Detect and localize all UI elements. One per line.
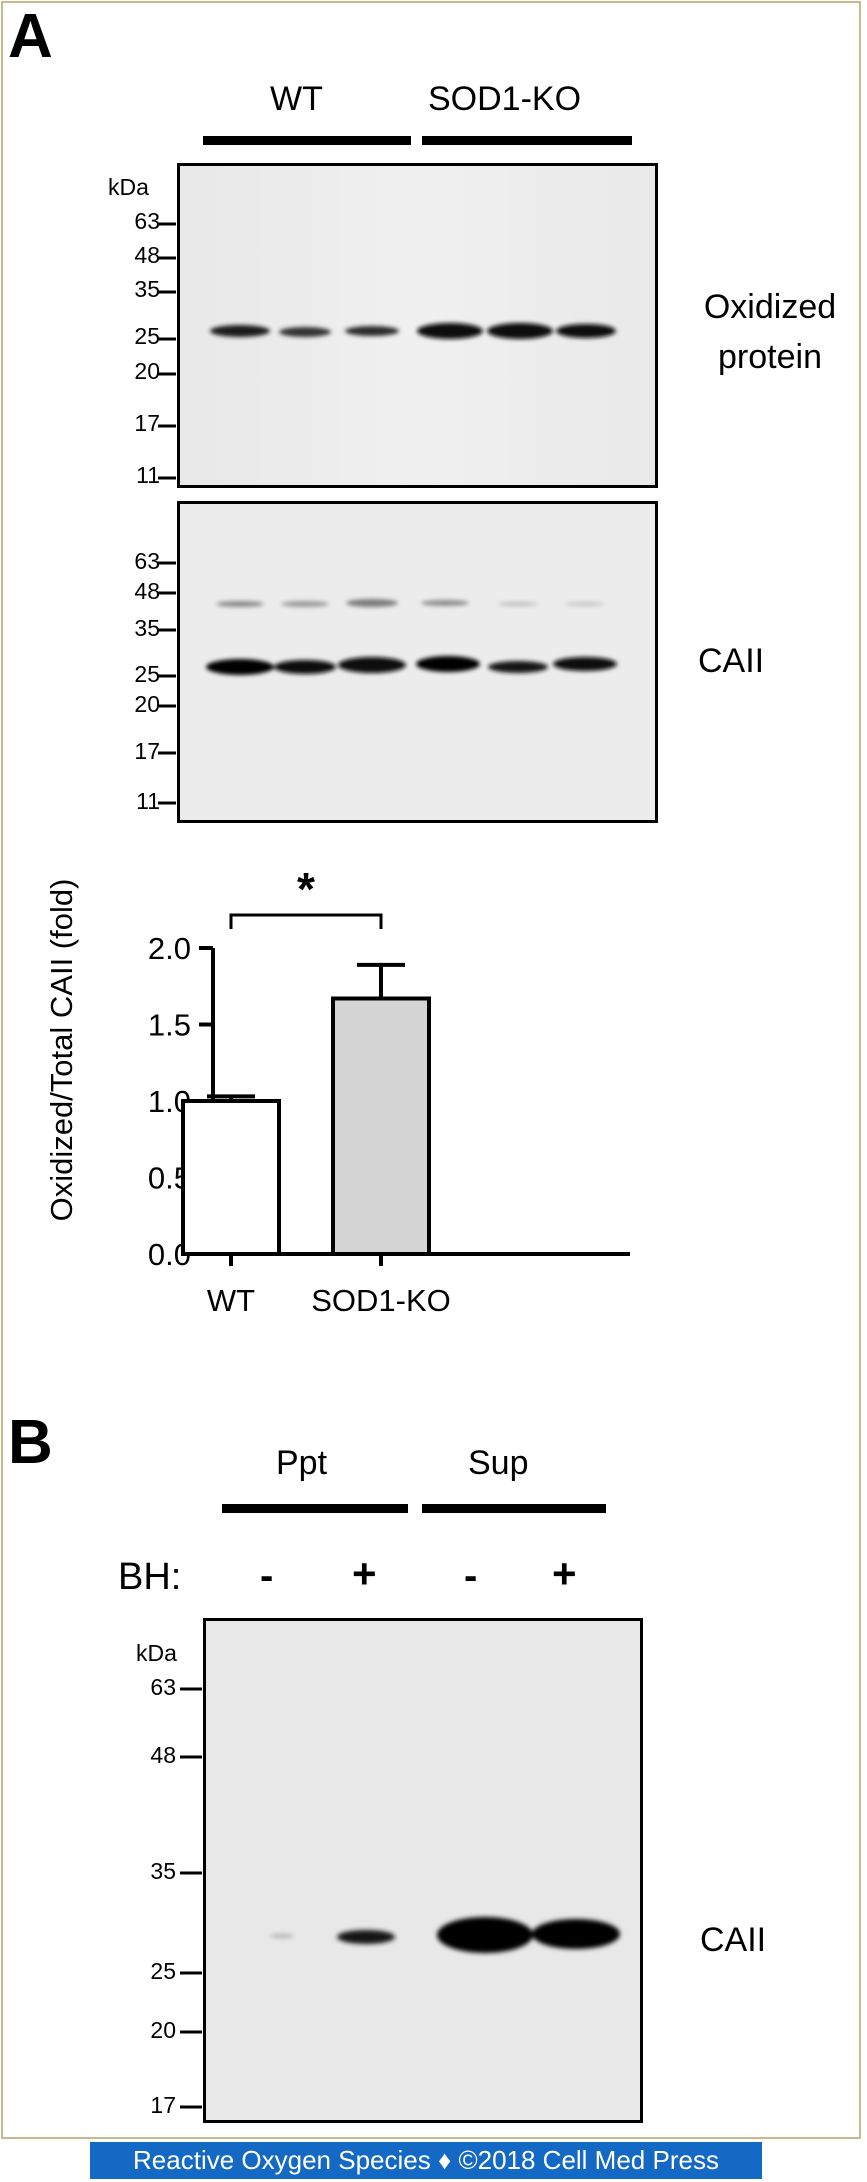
bar-sod1-ko — [331, 996, 431, 1256]
journal-footer: Reactive Oxygen Species ♦ ©2018 Cell Med… — [90, 2142, 762, 2179]
significance-marker: * — [297, 863, 315, 915]
y-axis-label: Oxidized/Total CAII (fold) — [44, 879, 79, 1222]
marker-label: 25 — [134, 323, 160, 349]
marker-label: 48 — [150, 1742, 176, 1768]
treatment-marker: + — [352, 1550, 377, 1597]
marker-label: 25 — [134, 661, 160, 687]
group-label-sup: Sup — [468, 1444, 529, 1482]
marker-label: 25 — [150, 1958, 176, 1984]
panel-b-marker-ticks — [180, 1687, 202, 2109]
panel-b-letter: B — [8, 1408, 53, 1477]
bh-treatment-label: BH: — [118, 1556, 182, 1598]
marker-label: 17 — [150, 2092, 176, 2118]
significance-bracket — [229, 913, 383, 929]
group-label-wt: WT — [270, 80, 323, 118]
marker-label: 17 — [134, 738, 160, 764]
oxidized-protein-blot — [177, 163, 658, 488]
blot2-marker-ticks — [158, 561, 176, 805]
oxidized-protein-bands — [180, 166, 655, 485]
caii-bands — [180, 504, 655, 820]
marker-label: 11 — [136, 788, 160, 814]
figure-frame — [1, 1, 861, 2139]
caii-blot — [177, 501, 658, 823]
treatment-marker: - — [464, 1554, 478, 1598]
kda-label-blot1: kDa — [108, 174, 149, 200]
panel-b-label: CAII — [700, 1921, 767, 1959]
marker-label: 35 — [134, 615, 160, 641]
marker-label: 20 — [134, 691, 160, 717]
blot1-marker-ticks — [158, 222, 176, 480]
kda-label-panel-b: kDa — [136, 1640, 177, 1666]
caii-fraction-blot — [203, 1618, 643, 2123]
marker-label: 20 — [150, 2017, 176, 2043]
marker-label: 11 — [136, 462, 160, 488]
blot1-label-line1: Oxidized — [703, 288, 837, 326]
blot2-label: CAII — [698, 642, 765, 680]
group-bar-sod1-ko — [422, 136, 632, 145]
group-bar-wt — [203, 136, 411, 145]
marker-label: 17 — [134, 410, 160, 436]
marker-label: 48 — [134, 578, 160, 604]
group-label-ppt: Ppt — [276, 1444, 328, 1482]
bar-wt — [181, 1099, 281, 1256]
caii-fraction-bands — [206, 1621, 640, 2120]
marker-label: 63 — [150, 1674, 176, 1700]
group-bar-ppt — [222, 1504, 408, 1513]
marker-label: 20 — [134, 358, 160, 384]
group-bar-sup — [422, 1504, 606, 1513]
marker-label: 35 — [134, 276, 160, 302]
marker-label: 63 — [134, 208, 160, 234]
marker-label: 35 — [150, 1858, 176, 1884]
panel-a-letter: A — [8, 2, 53, 71]
x-tick-label: WT — [207, 1283, 255, 1318]
marker-label: 48 — [134, 242, 160, 268]
y-tick-label: 2.0 — [148, 931, 191, 966]
group-label-sod1-ko: SOD1-KO — [428, 80, 582, 118]
marker-label: 63 — [134, 548, 160, 574]
treatment-marker: - — [260, 1554, 274, 1598]
y-tick-label: 1.5 — [148, 1008, 191, 1043]
treatment-marker: + — [552, 1550, 577, 1597]
blot1-label-line2: protein — [718, 338, 822, 376]
x-tick-label: SOD1-KO — [311, 1283, 451, 1318]
bar-chart: Oxidized/Total CAII (fold) 0.00.51.01.52… — [44, 863, 630, 1318]
